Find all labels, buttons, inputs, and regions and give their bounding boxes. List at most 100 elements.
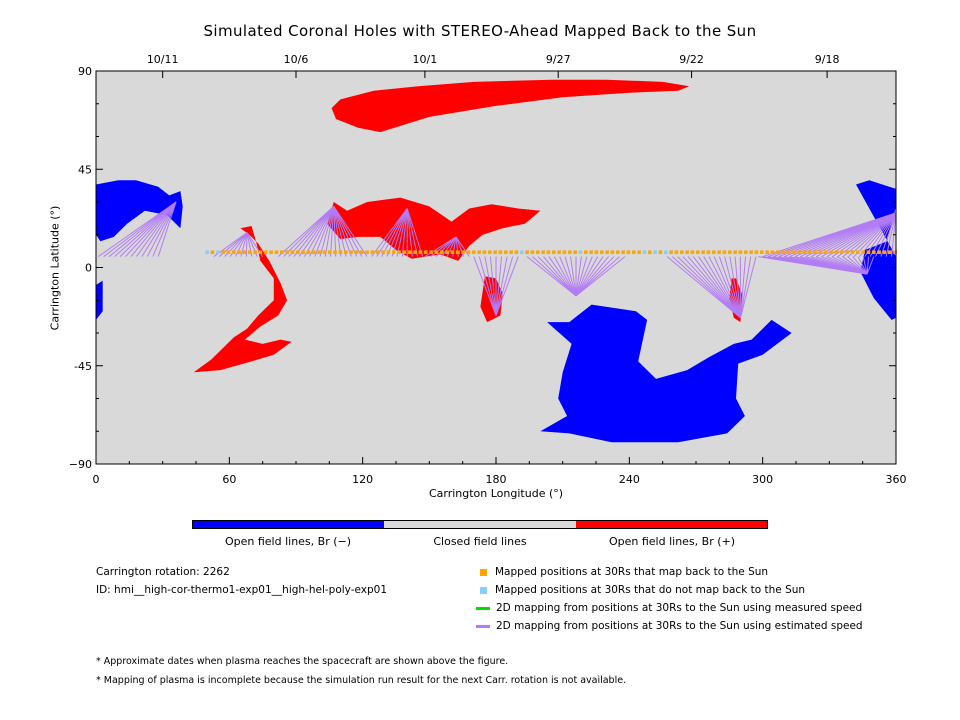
mapped-point-13 (274, 250, 279, 255)
field-line-8-15 (842, 212, 897, 257)
field-line-9-21 (866, 256, 870, 275)
y-axis-label: Carrington Latitude (°) (48, 205, 62, 331)
colorbar-label-closed: Closed field lines (433, 535, 527, 548)
field-line-5-3 (489, 256, 497, 316)
mapped-point-57 (509, 250, 513, 255)
mapped-point-107 (775, 250, 780, 255)
field-line-2-4 (298, 206, 335, 257)
mapped-point-12 (269, 250, 273, 255)
mapped-point-46 (450, 250, 455, 255)
legend-measured-label: 2D mapping from positions at 30Rs to the… (496, 602, 863, 614)
x-tick-label-120: 120 (352, 473, 373, 486)
field-line-7-16 (739, 256, 752, 318)
coronal-hole-negative-7 (540, 304, 792, 443)
field-line-6-16 (575, 256, 615, 297)
mapped-point-72 (589, 250, 593, 255)
mapped-point-123 (861, 250, 865, 255)
field-line-3-1 (376, 208, 408, 257)
top-date-label-4: 9/22 (679, 53, 704, 66)
field-line-3-3 (386, 208, 408, 257)
mapped-point-102 (749, 250, 753, 255)
legend-estimated-label: 2D mapping from positions at 30Rs to the… (496, 620, 863, 632)
mapped-point-94 (706, 250, 711, 255)
mapped-point-38 (407, 250, 412, 255)
mapped-point-16 (290, 250, 295, 255)
mapped-point-8 (247, 250, 252, 255)
field-line-8-20 (869, 212, 897, 257)
field-line-0-0 (97, 201, 177, 257)
x-tick-label-60: 60 (222, 473, 236, 486)
coronal-holes (96, 79, 896, 443)
mapped-point-68 (567, 250, 572, 255)
field-line-8-23 (885, 212, 897, 257)
mapped-point-105 (765, 250, 769, 255)
mapped-point-121 (850, 250, 855, 255)
mapped-point-55 (498, 250, 503, 255)
y-tick-label-90: 90 (78, 65, 92, 78)
field-line-7-11 (724, 256, 741, 318)
mapped-point-54 (493, 250, 497, 255)
field-line-7-6 (698, 256, 741, 318)
field-line-7-8 (708, 256, 741, 318)
mapped-point-106 (770, 250, 775, 255)
mapped-point-75 (605, 250, 609, 255)
field-lines (97, 201, 897, 319)
mapped-point-80 (631, 250, 636, 255)
mapped-point-11 (263, 250, 268, 255)
field-line-4-2 (435, 236, 457, 257)
mapped-point-112 (802, 250, 807, 255)
field-line-7-2 (677, 256, 741, 319)
field-line-7-17 (739, 256, 757, 318)
mapped-point-113 (807, 250, 812, 255)
mapped-point-40 (418, 250, 423, 255)
mapped-point-56 (503, 250, 508, 255)
field-line-6-12 (575, 256, 593, 297)
field-line-2-13 (333, 206, 347, 257)
mapped-point-79 (626, 250, 631, 255)
mapped-point-122 (855, 250, 860, 255)
field-line-8-12 (826, 212, 897, 258)
mapped-point-85 (658, 250, 663, 255)
mapped-point-100 (738, 250, 743, 255)
field-line-8-21 (874, 212, 897, 257)
field-line-0-7 (135, 201, 177, 257)
mapped-point-90 (685, 250, 689, 255)
mapped-point-63 (541, 250, 545, 255)
mapped-point-5 (231, 250, 236, 255)
field-line-9-17 (847, 256, 868, 275)
mapped-point-71 (583, 250, 588, 255)
measured-line-swatch (476, 606, 490, 610)
field-line-7-3 (682, 256, 741, 319)
mapped-point-27 (349, 250, 353, 255)
field-line-6-14 (575, 256, 604, 297)
mapped-point-14 (279, 250, 284, 255)
mapped-point-19 (306, 250, 311, 255)
y-tick-label--45: -45 (74, 360, 92, 373)
field-line-2-6 (309, 206, 335, 257)
mapped-point-110 (791, 250, 796, 255)
field-line-0-11 (157, 201, 177, 257)
mapped-point-41 (423, 250, 428, 255)
field-line-7-9 (713, 256, 741, 318)
field-line-2-17 (333, 206, 368, 257)
mapped-point-18 (301, 250, 305, 255)
field-line-6-1 (532, 256, 577, 297)
field-line-0-6 (130, 201, 177, 257)
field-line-0-9 (146, 201, 177, 257)
field-line-3-2 (381, 208, 408, 257)
field-line-3-5 (396, 208, 408, 257)
coronal-hole-negative-5 (96, 180, 183, 242)
field-line-7-12 (729, 256, 741, 318)
field-line-7-5 (692, 256, 741, 319)
legend-mapped: Mapped positions at 30Rs that map back t… (480, 566, 768, 578)
field-line-9-19 (857, 256, 868, 275)
mapped-point-69 (573, 250, 577, 255)
mapped-point-129 (893, 250, 897, 255)
mapped-point-66 (557, 250, 561, 255)
mapped-points (205, 250, 897, 255)
x-tick-label-240: 240 (619, 473, 640, 486)
note-dates: * Approximate dates when plasma reaches … (96, 656, 509, 667)
legend-measured: 2D mapping from positions at 30Rs to the… (476, 602, 862, 614)
mapped-point-62 (535, 250, 540, 255)
